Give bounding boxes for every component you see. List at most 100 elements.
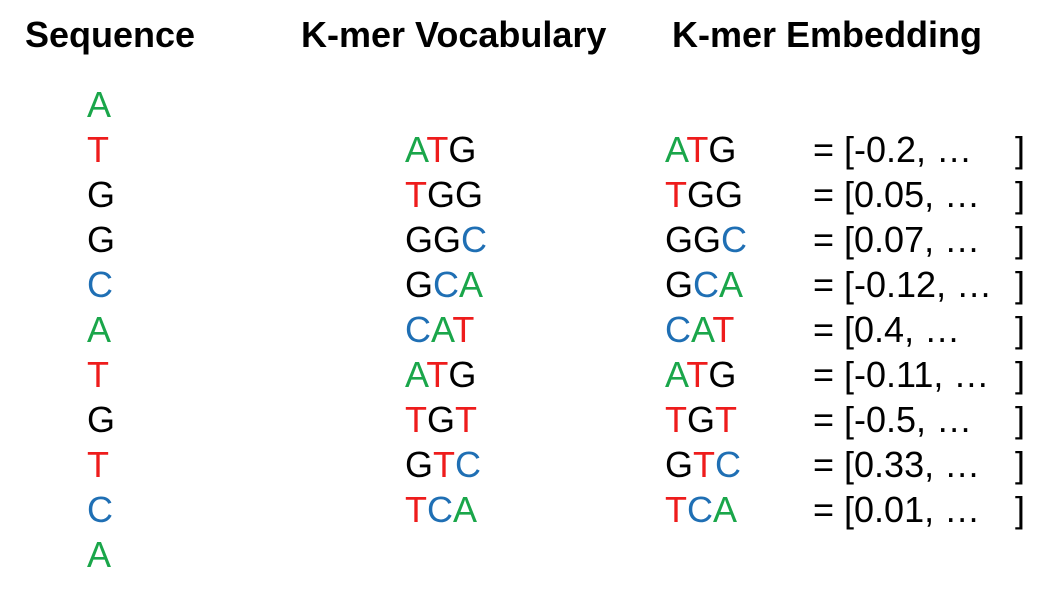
embedding-vector: = [0.33, …] — [813, 442, 1025, 487]
sequence-nucleotide: G — [87, 397, 115, 442]
vocabulary-kmer: TCA — [405, 487, 487, 532]
embedding-vector-values: = [-0.5, … — [813, 399, 973, 440]
nucleotide-G: G — [433, 219, 462, 260]
nucleotide-T: T — [455, 399, 478, 440]
embedding-kmer: GTC — [665, 442, 747, 487]
embedding-vector-close-bracket: ] — [1014, 264, 1025, 305]
nucleotide-T: T — [693, 444, 716, 485]
nucleotide-G: G — [427, 174, 456, 215]
nucleotide-A: A — [453, 489, 478, 530]
embedding-vector-values: = [0.01, … — [813, 489, 981, 530]
nucleotide-A: A — [719, 264, 744, 305]
embedding-vector: = [0.05, …] — [813, 172, 1025, 217]
nucleotide-C: C — [87, 264, 113, 305]
sequence-nucleotide: G — [87, 217, 115, 262]
vocabulary-kmer: GCA — [405, 262, 487, 307]
nucleotide-T: T — [87, 129, 109, 170]
nucleotide-C: C — [715, 444, 742, 485]
sequence-nucleotide: A — [87, 82, 115, 127]
embedding-header: K-mer Embedding — [672, 14, 983, 55]
embedding-vector: = [-0.5, …] — [813, 397, 1025, 442]
nucleotide-A: A — [87, 309, 112, 350]
embedding-vector-close-bracket: ] — [1014, 309, 1025, 350]
sequence-nucleotide: T — [87, 352, 115, 397]
embedding-vector: = [0.4, …] — [813, 307, 1025, 352]
vocabulary-kmer: GTC — [405, 442, 487, 487]
nucleotide-A: A — [431, 309, 453, 350]
sequence-nucleotide: C — [87, 262, 115, 307]
nucleotide-A: A — [713, 489, 738, 530]
nucleotide-G: G — [687, 174, 716, 215]
embedding-vector: = [-0.11, …] — [813, 352, 1025, 397]
nucleotide-T: T — [686, 354, 709, 395]
embedding-kmer: CAT — [665, 307, 747, 352]
nucleotide-T: T — [87, 354, 109, 395]
nucleotide-G: G — [448, 354, 477, 395]
nucleotide-A: A — [665, 354, 687, 395]
embedding-vector-values: = [0.33, … — [813, 444, 981, 485]
sequence-nucleotide: C — [87, 487, 115, 532]
embedding-vector: = [-0.12, …] — [813, 262, 1025, 307]
sequence-nucleotide: G — [87, 172, 115, 217]
nucleotide-G: G — [708, 129, 737, 170]
embedding-vector: = [0.07, …] — [813, 217, 1025, 262]
nucleotide-T: T — [87, 444, 109, 485]
embedding-kmer: ATG — [665, 352, 747, 397]
nucleotide-G: G — [687, 399, 716, 440]
nucleotide-G: G — [427, 399, 456, 440]
sequence-nucleotide: T — [87, 442, 115, 487]
nucleotide-C: C — [87, 489, 113, 530]
nucleotide-C: C — [455, 444, 482, 485]
nucleotide-A: A — [459, 264, 484, 305]
embedding-kmer: TCA — [665, 487, 747, 532]
nucleotide-T: T — [712, 309, 735, 350]
nucleotide-T: T — [405, 489, 427, 530]
vocabulary-header: K-mer Vocabulary — [301, 14, 607, 55]
nucleotide-C: C — [665, 309, 691, 350]
nucleotide-G: G — [405, 219, 434, 260]
nucleotide-T: T — [405, 399, 427, 440]
embedding-kmer: TGG — [665, 172, 747, 217]
nucleotide-G: G — [87, 174, 116, 215]
nucleotide-A: A — [87, 534, 112, 575]
nucleotide-G: G — [87, 399, 116, 440]
embedding-vector-values: = [-0.12, … — [813, 264, 993, 305]
nucleotide-C: C — [433, 264, 460, 305]
nucleotide-G: G — [665, 219, 694, 260]
embedding-kmer: GCA — [665, 262, 747, 307]
nucleotide-G: G — [693, 219, 722, 260]
nucleotide-A: A — [405, 129, 427, 170]
sequence-nucleotide: T — [87, 127, 115, 172]
nucleotide-G: G — [405, 264, 434, 305]
nucleotide-T: T — [665, 174, 687, 215]
embedding-vector-values: = [0.07, … — [813, 219, 981, 260]
nucleotide-G: G — [448, 129, 477, 170]
nucleotide-C: C — [687, 489, 713, 530]
nucleotide-A: A — [691, 309, 713, 350]
nucleotide-G: G — [665, 264, 694, 305]
nucleotide-T: T — [433, 444, 456, 485]
nucleotide-T: T — [452, 309, 475, 350]
nucleotide-T: T — [686, 129, 709, 170]
embedding-vector: = [0.01, …] — [813, 487, 1025, 532]
nucleotide-C: C — [721, 219, 748, 260]
nucleotide-T: T — [715, 399, 738, 440]
embedding-vector-close-bracket: ] — [1014, 489, 1025, 530]
nucleotide-A: A — [405, 354, 427, 395]
embedding-vector-values: = [-0.2, … — [813, 129, 973, 170]
nucleotide-G: G — [455, 174, 484, 215]
nucleotide-T: T — [665, 399, 687, 440]
nucleotide-T: T — [665, 489, 687, 530]
embedding-vector-close-bracket: ] — [1014, 354, 1025, 395]
vocabulary-kmer: ATG — [405, 352, 487, 397]
embedding-vector-values: = [0.05, … — [813, 174, 981, 215]
vocabulary-kmer: GGC — [405, 217, 487, 262]
nucleotide-C: C — [693, 264, 720, 305]
nucleotide-T: T — [405, 174, 427, 215]
nucleotide-G: G — [665, 444, 694, 485]
embedding-vector-close-bracket: ] — [1014, 129, 1025, 170]
sequence-nucleotide: A — [87, 307, 115, 352]
nucleotide-G: G — [87, 219, 116, 260]
nucleotide-A: A — [665, 129, 687, 170]
vocabulary-kmer: CAT — [405, 307, 487, 352]
